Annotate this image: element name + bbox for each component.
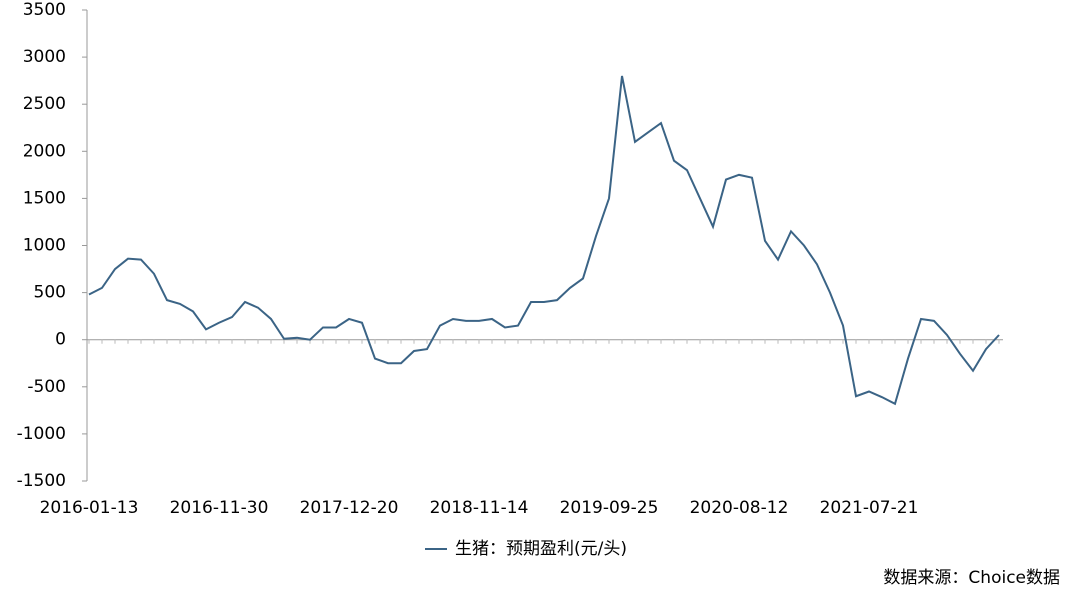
source-note: 数据来源：Choice数据 [883, 568, 1060, 588]
x-tick-label: 2018-11-14 [430, 498, 529, 518]
x-tick-label: 2017-12-20 [300, 498, 399, 518]
y-tick-label: 500 [34, 283, 66, 303]
x-tick-label: 2020-08-12 [690, 498, 789, 518]
y-tick-label: 1500 [23, 188, 66, 208]
data-line [88, 75, 1000, 406]
y-tick-label: 0 [55, 330, 66, 350]
x-tick-label: 2016-11-30 [170, 498, 269, 518]
y-tick-label: -500 [27, 377, 66, 397]
y-tick-label: -1000 [17, 424, 66, 444]
y-tick-label: 2000 [23, 141, 66, 161]
y-tick-label: 1000 [23, 236, 66, 256]
x-tick-label: 2021-07-21 [820, 498, 919, 518]
y-tick-label: 3500 [23, 0, 66, 20]
x-tick-label: 2016-01-13 [40, 498, 139, 518]
legend-label: 生猪：预期盈利(元/头) [455, 539, 627, 559]
x-tick-label: 2019-09-25 [560, 498, 659, 518]
y-tick-label: 2500 [23, 94, 66, 114]
y-tick-label: -1500 [17, 471, 66, 491]
y-tick-label: 3000 [23, 47, 66, 67]
